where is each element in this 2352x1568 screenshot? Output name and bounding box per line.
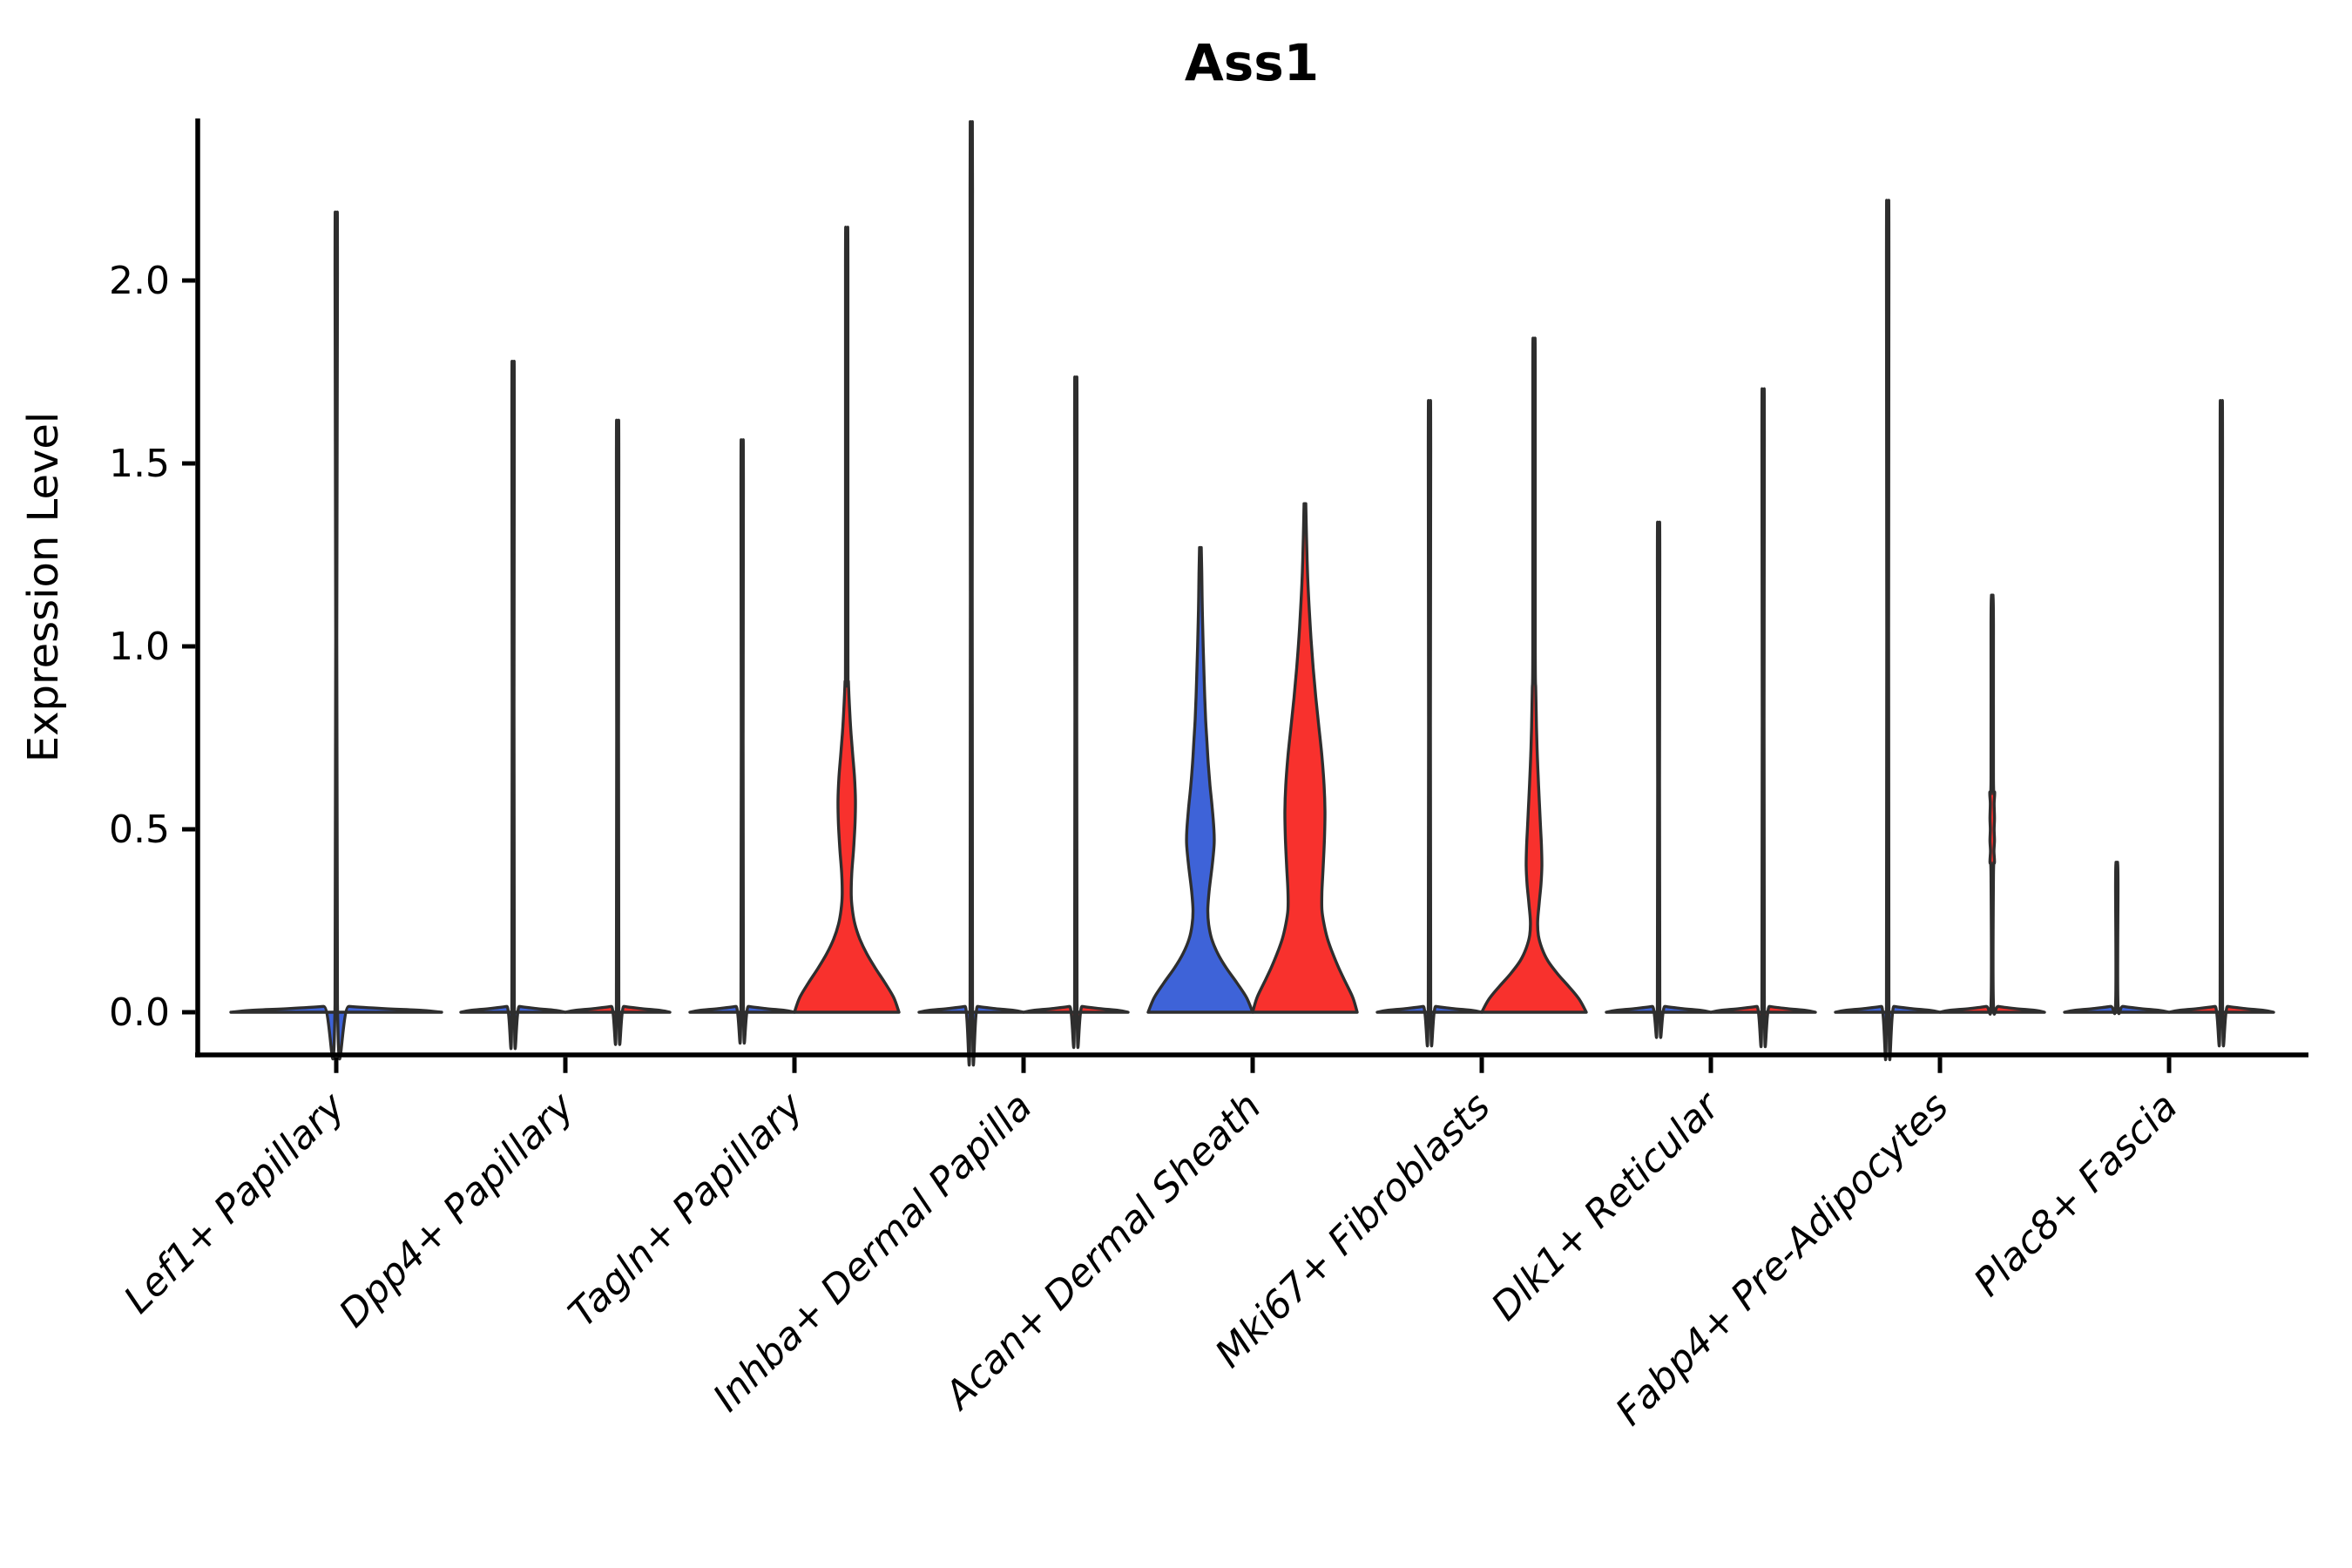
violin-inhba-dermal-papilla-right xyxy=(1022,375,1130,1050)
violin-acan-dermal-sheath-left xyxy=(1146,545,1254,1014)
violin-tagln-papillary-right xyxy=(793,226,901,1014)
x-category-label: Dlk1+ Reticular xyxy=(1483,1083,1729,1329)
x-category-label: Lef1+ Papillary xyxy=(116,1084,355,1322)
violin-dlk1-reticular-right xyxy=(1709,387,1817,1049)
violin-plac8-fascia-left xyxy=(2063,861,2171,1016)
y-axis-label: Expression Level xyxy=(19,412,68,763)
violin-fabp4-pre-adipocytes-right xyxy=(1938,593,2046,1016)
violins-layer xyxy=(229,120,2275,1067)
violin-tagln-papillary-left xyxy=(688,438,796,1045)
violin-dpp4-papillary-right xyxy=(564,418,672,1046)
axes-layer xyxy=(182,118,2308,1073)
violin-dlk1-reticular-left xyxy=(1605,520,1713,1039)
violin-plac8-fascia-right xyxy=(2167,399,2275,1048)
x-category-label: Plac8+ Fascia xyxy=(1965,1085,2186,1305)
chart-title: Ass1 xyxy=(1185,33,1319,92)
violin-acan-dermal-sheath-right xyxy=(1251,502,1359,1014)
violin-mki67-fibroblasts-right xyxy=(1480,336,1588,1014)
violin-mki67-fibroblasts-left xyxy=(1375,399,1484,1048)
y-tick-label: 1.0 xyxy=(109,625,170,669)
x-category-label: Tagln+ Papillary xyxy=(560,1084,812,1335)
x-category-label: Dpp4+ Papillary xyxy=(331,1084,584,1336)
violin-inhba-dermal-papilla-left xyxy=(917,120,1025,1067)
y-tick-label: 0.5 xyxy=(109,808,170,852)
violin-dpp4-papillary-left xyxy=(459,360,567,1051)
y-tick-label: 2.0 xyxy=(109,259,170,303)
y-tick-label: 1.5 xyxy=(109,442,170,486)
y-tick-label: 0.0 xyxy=(109,990,170,1035)
violin-lef1-papillary-center xyxy=(229,210,443,1061)
violin-fabp4-pre-adipocytes-left xyxy=(1834,199,1942,1062)
